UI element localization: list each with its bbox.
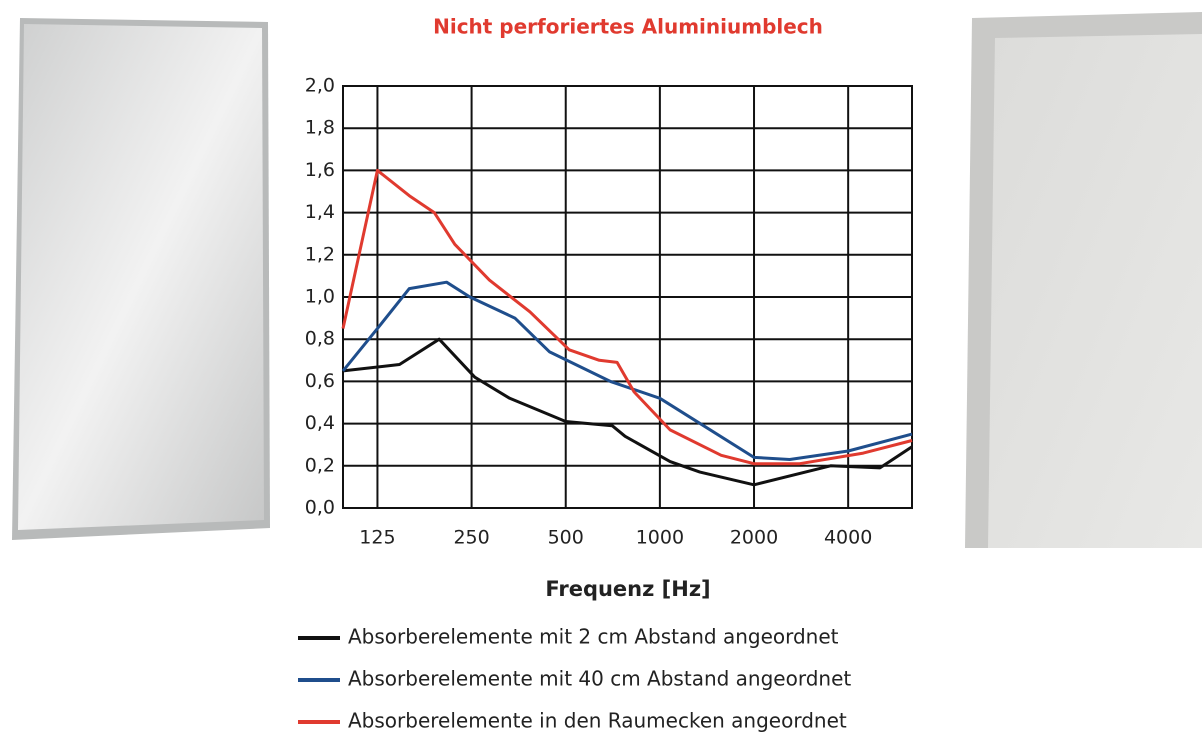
- data-line: [343, 170, 912, 463]
- y-tick-label: 1,2: [305, 243, 335, 265]
- y-tick-label: 1,6: [305, 159, 335, 181]
- page: Nicht perforiertes Aluminiumblech Freque…: [0, 0, 1202, 735]
- legend-label: Absorberelemente mit 40 cm Abstand angeo…: [348, 667, 851, 691]
- y-tick-label: 1,0: [305, 286, 335, 308]
- x-tick-label: 500: [548, 527, 584, 549]
- y-tick-label: 0,4: [305, 412, 335, 434]
- y-tick-label: 0,8: [305, 328, 335, 350]
- panel-right: [965, 12, 1202, 548]
- legend-label: Absorberelemente mit 2 cm Abstand angeor…: [348, 625, 839, 649]
- y-tick-label: 0,6: [305, 370, 335, 392]
- panel-left: [12, 18, 270, 540]
- data-line: [343, 282, 912, 459]
- data-line: [343, 339, 912, 485]
- x-tick-label: 4000: [824, 527, 872, 549]
- y-tick-label: 0,0: [305, 497, 335, 519]
- x-tick-label: 1000: [636, 527, 684, 549]
- x-tick-label: 125: [359, 527, 395, 549]
- x-tick-label: 2000: [730, 527, 778, 549]
- y-tick-label: 1,8: [305, 117, 335, 139]
- y-tick-label: 2,0: [305, 75, 335, 97]
- y-tick-label: 1,4: [305, 201, 335, 223]
- y-tick-label: 0,2: [305, 454, 335, 476]
- x-axis-label: Frequenz [Hz]: [545, 577, 710, 601]
- x-tick-label: 250: [453, 527, 489, 549]
- chart-title: Nicht perforiertes Aluminiumblech: [433, 15, 823, 39]
- legend-label: Absorberelemente in den Raumecken angeor…: [348, 709, 847, 733]
